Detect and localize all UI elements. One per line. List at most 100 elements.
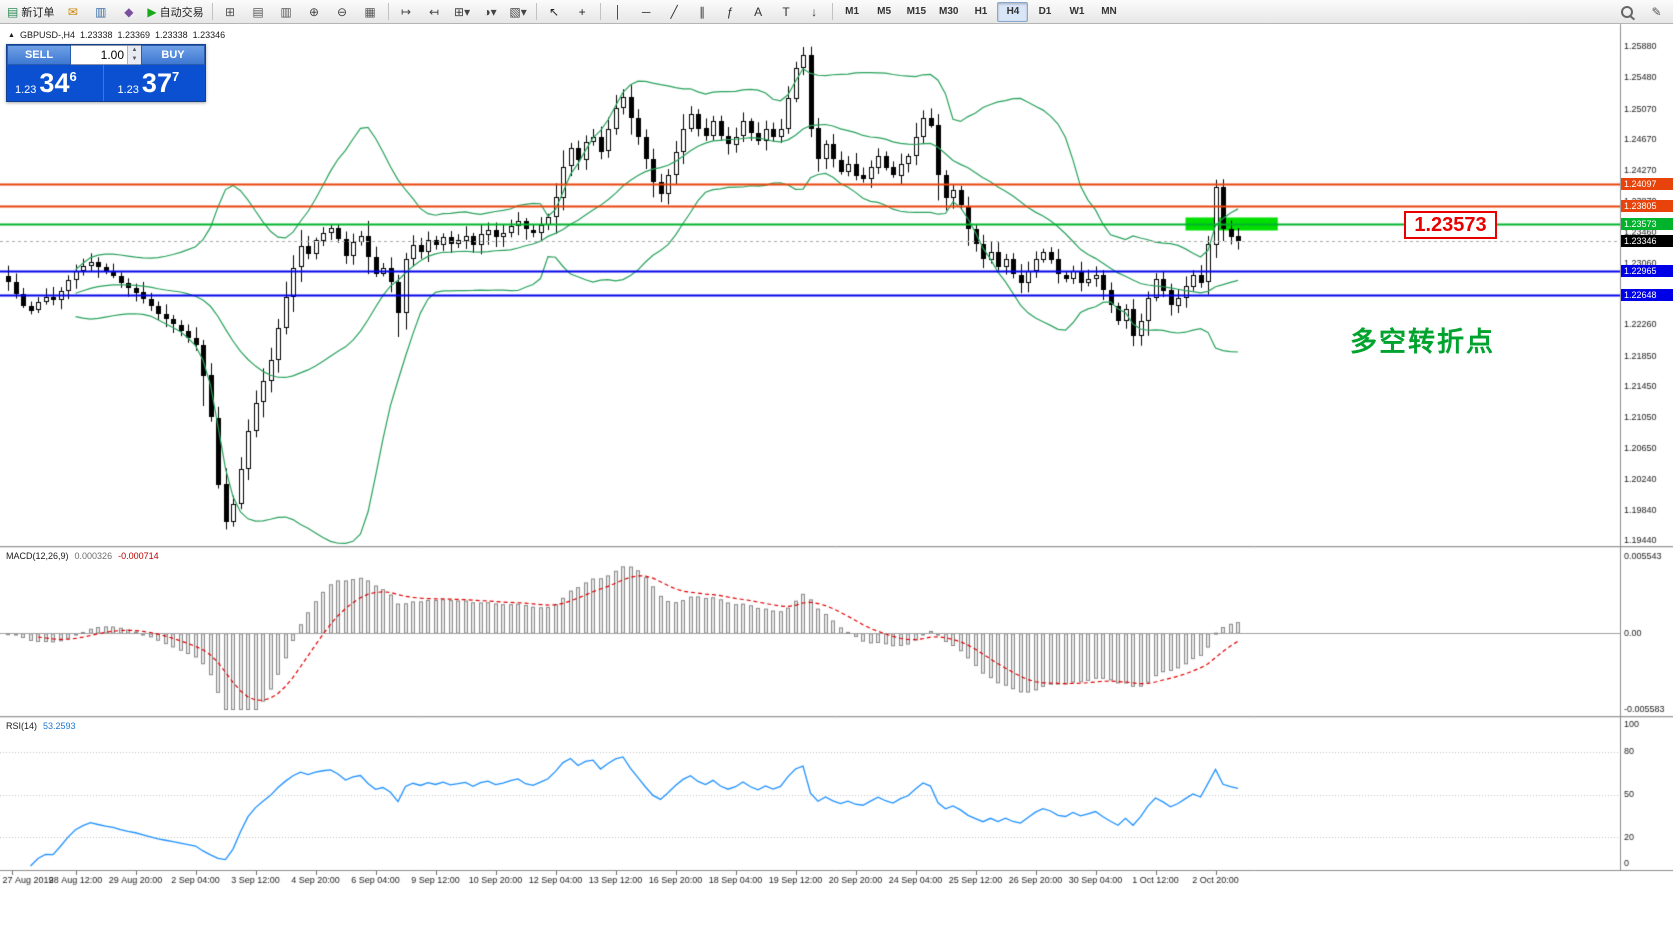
zoom-out-icon: ⊖: [337, 4, 348, 19]
buy-price[interactable]: 1.23 37 7: [104, 65, 206, 101]
macd-main-value: 0.000326: [74, 551, 113, 561]
new-chart-icon: ⊞▾: [454, 4, 471, 19]
zoom-in-icon: ⊕: [309, 4, 320, 19]
zoom-out-button[interactable]: ⊖: [329, 1, 356, 23]
trendline-icon: ╱: [670, 4, 678, 19]
search-icon: [1621, 5, 1633, 18]
pivot-line-tag: 1.23573: [1621, 217, 1673, 230]
toolbar: ▤ 新订单 ✉ ▥ ◆ ▶ 自动交易 ⊞ ▤ ▥ ⊕ ⊖ ▦ ↦ ↤ ⊞▾ ◑▾ ▧▾ ↖ + │ ─ ╱ ∥ ƒ A T ↓ M1 M5…: [0, 0, 1673, 24]
ohlc-close: 1.23346: [192, 30, 226, 40]
text-button[interactable]: A: [745, 1, 772, 23]
volume-input[interactable]: 1.00: [100, 48, 124, 62]
tile-windows-icon: ⊞: [225, 4, 236, 19]
buy-button[interactable]: BUY: [141, 45, 205, 65]
timeframe-h4[interactable]: H4: [997, 1, 1029, 22]
support-line-2-tag: 1.22648: [1621, 288, 1673, 301]
annotation-text[interactable]: 多空转折点: [1350, 327, 1495, 357]
ohlc-low: 1.23338: [155, 30, 188, 40]
tile-vertical-button[interactable]: ▥: [273, 1, 300, 23]
tile-windows-button[interactable]: ⊞: [217, 1, 244, 23]
support-line-1-tag: 1.22965: [1621, 264, 1673, 277]
timeframe-w1[interactable]: W1: [1069, 6, 1085, 17]
timeframe-h1[interactable]: H1: [974, 6, 988, 17]
autotrading-button[interactable]: ▶ 自动交易: [143, 1, 207, 23]
grid-icon: ▦: [364, 4, 376, 19]
toolbar-separator: [211, 3, 213, 20]
fibonacci-button[interactable]: ƒ: [717, 1, 744, 23]
one-click-trading-panel: SELL 1.00 ▲ ▼ BUY 1.23 34 6 1.23 37 7: [6, 44, 206, 102]
channel-button[interactable]: ∥: [689, 1, 716, 23]
templates-dropdown[interactable]: ▧▾: [505, 1, 532, 23]
edit-button[interactable]: ✎: [1643, 1, 1670, 23]
cursor-icon: ↖: [549, 4, 560, 19]
crosshair-button[interactable]: +: [569, 1, 596, 23]
new-chart-dropdown[interactable]: ⊞▾: [449, 1, 476, 23]
timeframe-m15[interactable]: M15: [906, 6, 927, 17]
price-callout-box[interactable]: 1.23573: [1404, 211, 1497, 239]
macd-header: MACD(12,26,9) 0.000326 -0.000714: [6, 551, 159, 561]
mail-button[interactable]: ✉: [59, 1, 86, 23]
mail-icon: ✉: [67, 4, 78, 19]
horizontal-line-button[interactable]: ─: [633, 1, 660, 23]
symbol-direction-icon: ▲: [8, 31, 15, 39]
crosshair-icon: +: [578, 4, 586, 19]
channel-icon: ∥: [699, 4, 706, 19]
tile-vertical-icon: ▥: [280, 4, 292, 19]
timeframe-d1[interactable]: D1: [1038, 6, 1052, 17]
search-button[interactable]: [1615, 1, 1642, 23]
tile-horizontal-button[interactable]: ▤: [245, 1, 272, 23]
label-button[interactable]: T: [773, 1, 800, 23]
tile-horizontal-icon: ▤: [252, 4, 264, 19]
toolbar-separator: [387, 3, 389, 20]
ohlc-open: 1.23338: [79, 30, 113, 40]
market-watch-button[interactable]: ▥: [87, 1, 114, 23]
cursor-button[interactable]: ↖: [541, 1, 568, 23]
symbol-title: GBPUSD-,H4: [19, 30, 75, 40]
macd-signal-value: -0.000714: [118, 551, 159, 561]
new-order-button[interactable]: ▤ 新订单: [3, 1, 58, 23]
volume-down-button[interactable]: ▼: [128, 55, 141, 64]
toolbar-separator: [831, 3, 833, 20]
profiles-icon: ◑▾: [483, 4, 497, 19]
rsi-header: RSI(14) 53.2593: [6, 721, 76, 731]
timeframe-m1[interactable]: M1: [845, 6, 860, 17]
timeframe-mn[interactable]: MN: [1101, 6, 1117, 17]
horizontal-line-icon: ─: [641, 4, 651, 19]
edit-icon: ✎: [1651, 4, 1662, 19]
new-order-button-label: 新订单: [21, 6, 55, 19]
auto-scroll-button[interactable]: ↦: [393, 1, 420, 23]
volume-up-button[interactable]: ▲: [128, 46, 141, 55]
timeframe-m5[interactable]: M5: [877, 6, 892, 17]
new-order-icon: ▤: [7, 4, 19, 19]
timeframe-m30[interactable]: M30: [939, 6, 959, 17]
sell-price[interactable]: 1.23 34 6: [7, 65, 104, 101]
chart-shift-button[interactable]: ↤: [421, 1, 448, 23]
label-icon: T: [782, 4, 790, 19]
vertical-line-button[interactable]: │: [605, 1, 632, 23]
trendline-button[interactable]: ╱: [661, 1, 688, 23]
toolbar-separator: [535, 3, 537, 20]
chart-shift-icon: ↤: [429, 4, 440, 19]
buy-price-big: 37: [141, 68, 172, 98]
autotrading-button-label: 自动交易: [159, 6, 204, 19]
grid-button[interactable]: ▦: [357, 1, 384, 23]
auto-scroll-icon: ↦: [401, 4, 412, 19]
buy-price-prefix: 1.23: [117, 84, 139, 96]
current-price-tag: 1.23346: [1621, 235, 1673, 248]
sell-button[interactable]: SELL: [7, 45, 71, 65]
volume-box: 1.00 ▲ ▼: [71, 45, 141, 65]
profiles-dropdown[interactable]: ◑▾: [477, 1, 504, 23]
market-watch-icon: ▥: [95, 4, 107, 19]
navigator-button[interactable]: ◆: [115, 1, 142, 23]
symbol-info: ▲ GBPUSD-,H4 1.23338 1.23369 1.23338 1.2…: [8, 30, 225, 40]
arrows-button[interactable]: ↓: [801, 1, 828, 23]
ohlc-high: 1.23369: [117, 30, 151, 40]
navigator-icon: ◆: [124, 4, 134, 19]
rsi-title: RSI(14): [6, 721, 38, 731]
macd-title: MACD(12,26,9): [6, 551, 69, 561]
fibonacci-icon: ƒ: [726, 4, 734, 19]
zoom-in-button[interactable]: ⊕: [301, 1, 328, 23]
sell-price-prefix: 1.23: [15, 84, 37, 96]
